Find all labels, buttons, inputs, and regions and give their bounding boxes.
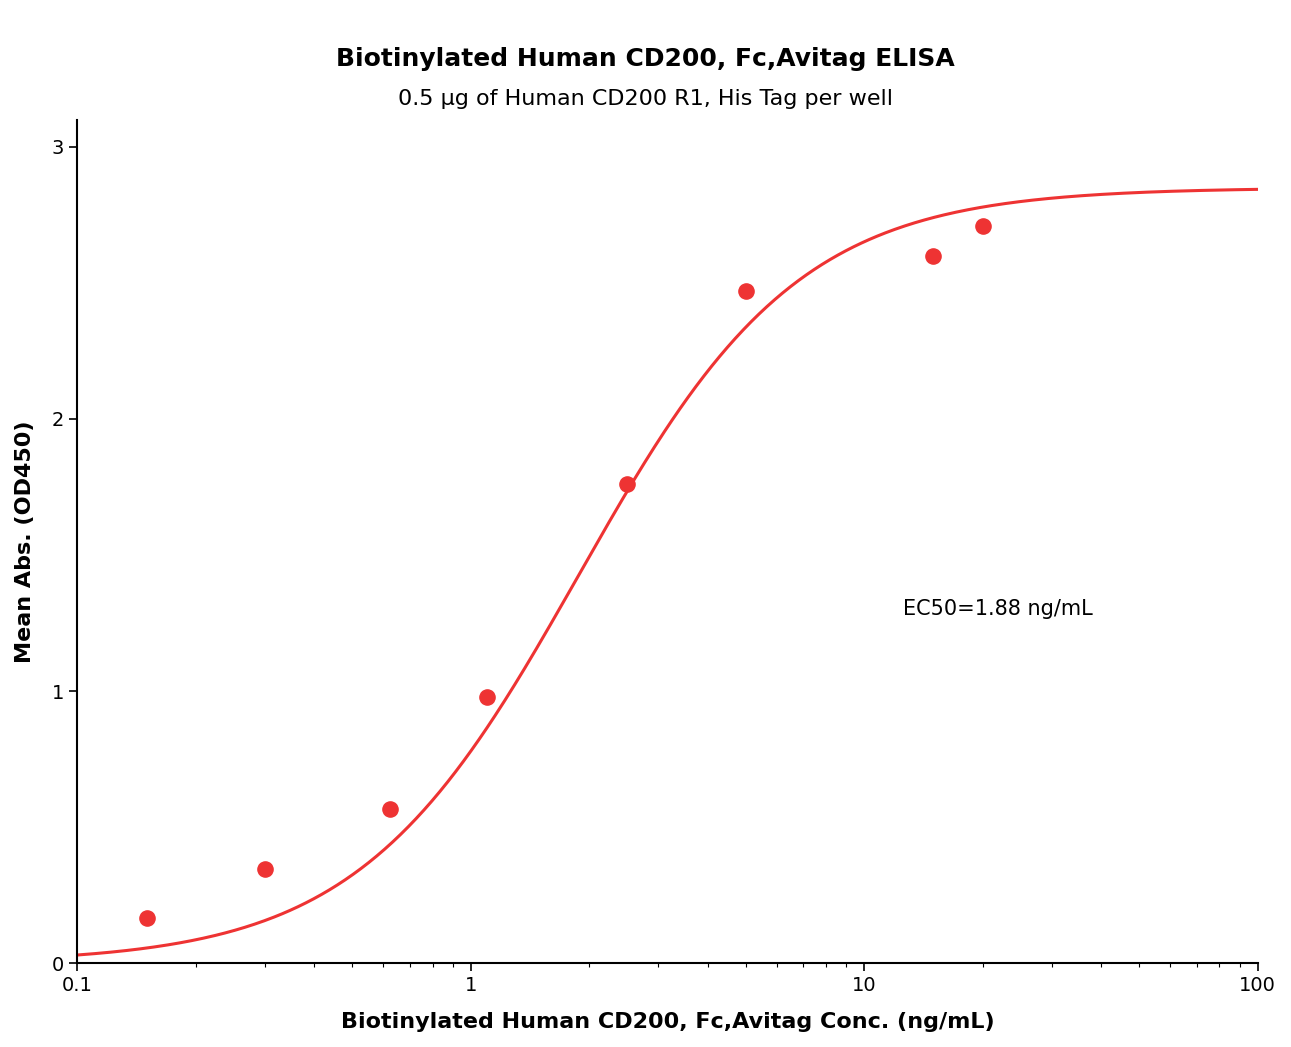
- Point: [476, 688, 497, 705]
- Point: [380, 801, 400, 818]
- Text: 0.5 μg of Human CD200 R1, His Tag per well: 0.5 μg of Human CD200 R1, His Tag per we…: [398, 89, 893, 109]
- Point: [136, 910, 156, 927]
- Text: Biotinylated Human CD200, Fc,Avitag ELISA: Biotinylated Human CD200, Fc,Avitag ELIS…: [336, 47, 955, 71]
- Y-axis label: Mean Abs. (OD450): Mean Abs. (OD450): [15, 420, 35, 663]
- X-axis label: Biotinylated Human CD200, Fc,Avitag Conc. (ng/mL): Biotinylated Human CD200, Fc,Avitag Conc…: [341, 1012, 994, 1032]
- Text: EC50=1.88 ng/mL: EC50=1.88 ng/mL: [904, 599, 1093, 619]
- Point: [617, 476, 638, 493]
- Point: [923, 247, 944, 264]
- Point: [736, 283, 757, 299]
- Point: [972, 218, 993, 235]
- Point: [254, 861, 275, 877]
